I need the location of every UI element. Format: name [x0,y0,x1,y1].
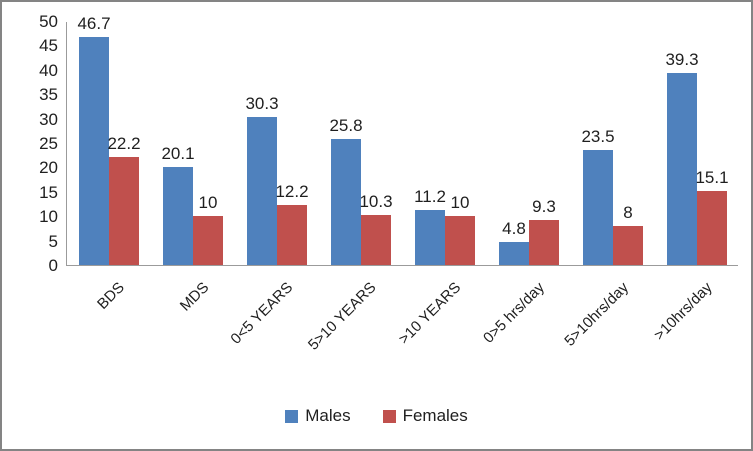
legend-item-males: Males [285,406,351,426]
y-axis: 0 5 10 15 20 25 30 35 40 45 50 [2,2,62,302]
y-axis-tick-label: 45 [39,36,58,56]
bar-females-5-10hrs-day [613,225,643,265]
data-label-males-5-10hrs-day: 23.5 [581,127,615,147]
bar-males-10hrs-day [667,73,697,265]
x-axis-label-10hrs-day: >10hrs/day [651,279,717,344]
x-axis-label-10-years: >10 YEARS [395,279,465,348]
x-axis-label-bds: BDS [94,279,129,313]
bar-males-0-5-hrs-day [499,241,529,265]
y-axis-tick-label: 40 [39,60,58,80]
bar-males-5-10-years [331,139,361,265]
data-label-males-5-10-years: 25.8 [329,116,363,136]
data-label-females-0-5-hrs-day: 9.3 [532,196,556,216]
legend-item-females: Females [382,406,468,426]
x-axis-label-mds: MDS [176,279,213,315]
y-axis-tick-label: 15 [39,182,58,202]
x-axis-label-5-10-years: 5>10 YEARS [305,279,381,354]
bar-females-0-5-years [277,205,307,265]
bar-males-10-years [415,210,445,265]
bar-males-0-5-years [247,117,277,265]
bar-females-5-10-years [361,214,391,265]
y-axis-tick-label: 25 [39,134,58,153]
bar-males-mds [163,166,193,265]
y-axis-tick-label: 10 [39,207,58,227]
x-axis-label-0-5-hrs-day: 0>5 hrs/day [480,279,549,347]
data-label-males-mds: 20.1 [161,143,195,163]
bar-females-bds [109,156,139,265]
females-swatch-icon [382,409,396,423]
data-label-males-0-5-years: 30.3 [245,94,279,114]
males-swatch-icon [285,409,299,423]
y-axis-tick-label: 35 [39,85,58,105]
bar-females-10hrs-day [697,191,727,265]
plot-area: 46.7 22.2 20.1 10 30.3 12.2 25.8 10.3 11.2 10 4.8 9… [66,14,738,266]
data-label-females-10-years: 10 [450,193,470,213]
data-label-females-0-5-years: 12.2 [275,182,309,202]
y-axis-tick-label: 5 [48,231,58,251]
males-legend-label: Males [305,406,351,425]
data-label-females-10hrs-day: 15.1 [695,168,729,188]
data-label-males-0-5-hrs-day: 4.8 [502,218,526,238]
data-label-females-5-10-years: 10.3 [359,191,393,211]
data-label-females-5-10hrs-day: 8 [623,202,633,222]
bar-males-5-10hrs-day [583,150,613,265]
bar-males-bds [79,37,109,265]
x-axis-label-0-5-years: 0<5 YEARS [227,279,297,348]
bar-females-0-5-hrs-day [529,219,559,265]
y-axis-tick-label: 50 [39,12,58,31]
x-axis-labels: BDS MDS 0<5 YEARS 5>10 YEARS >10 YEARS 0>5 hr… [66,267,738,382]
legend: Males Females [2,406,751,426]
data-label-females-mds: 10 [198,193,218,213]
y-axis-tick-label: 20 [39,158,58,178]
data-label-males-10-years: 11.2 [414,187,446,207]
data-label-females-bds: 22.2 [107,133,141,153]
bar-females-mds [193,216,223,265]
x-axis-label-5-10hrs-day: 5>10hrs/day [561,279,633,350]
females-legend-label: Females [402,406,468,425]
bar-females-10-years [445,216,475,265]
y-axis-tick-label: 0 [48,256,58,275]
y-axis-tick-label: 30 [39,109,58,129]
data-label-males-bds: 46.7 [77,14,111,34]
data-label-males-10hrs-day: 39.3 [665,50,699,70]
